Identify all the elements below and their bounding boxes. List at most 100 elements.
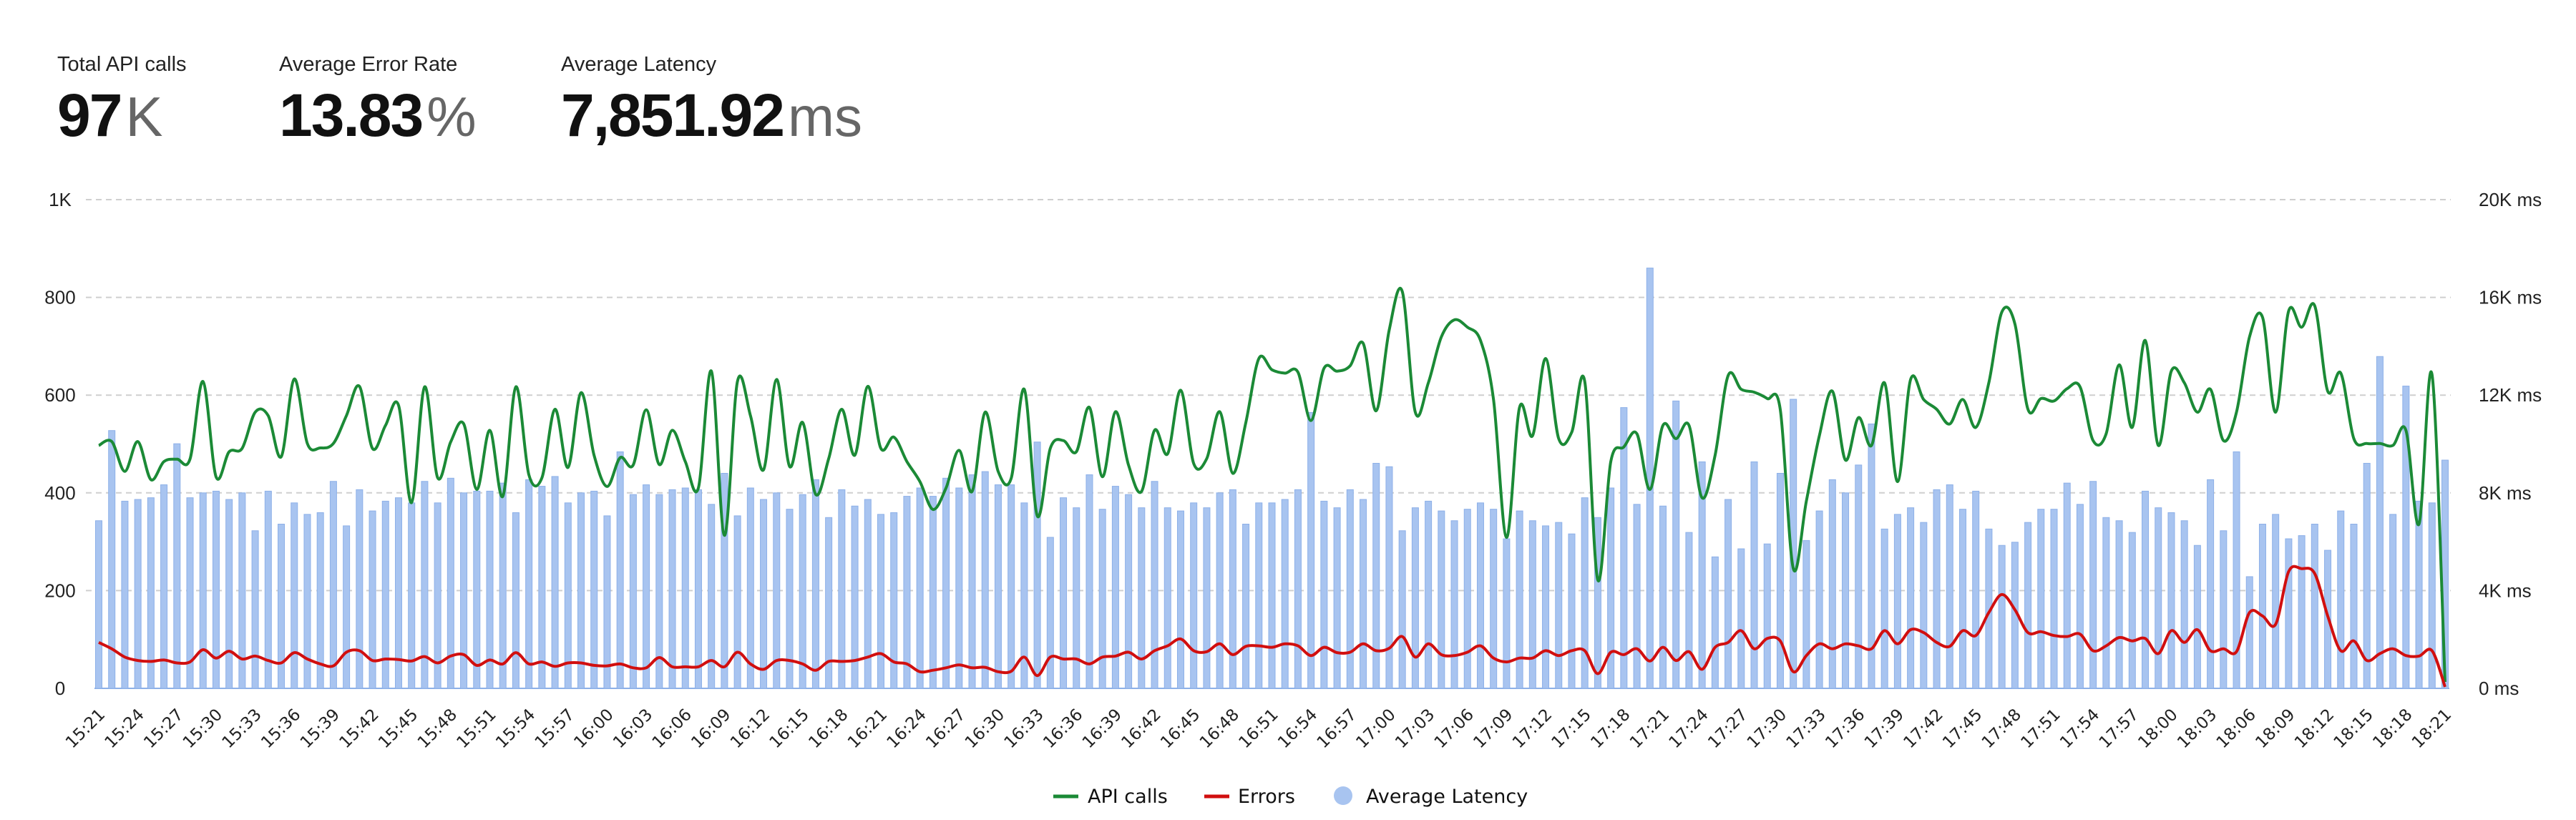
latency-bar[interactable] [1320, 500, 1328, 689]
latency-bar[interactable] [1268, 502, 1276, 689]
latency-bar[interactable] [1672, 400, 1680, 689]
legend-item-average-latency[interactable]: Average Latency [1334, 786, 1528, 808]
latency-bar[interactable] [1125, 494, 1133, 689]
latency-bar[interactable] [981, 471, 989, 689]
latency-bar[interactable] [864, 499, 872, 689]
latency-bar[interactable] [1008, 484, 1015, 689]
latency-bar[interactable] [838, 489, 846, 689]
latency-bar[interactable] [2285, 538, 2293, 689]
latency-bar[interactable] [1828, 479, 1836, 689]
latency-bar[interactable] [329, 481, 337, 689]
latency-bar[interactable] [1763, 543, 1771, 689]
latency-bar[interactable] [655, 494, 663, 689]
latency-bar[interactable] [2428, 502, 2436, 689]
latency-bar[interactable] [1620, 407, 1628, 689]
latency-bar[interactable] [1555, 522, 1563, 689]
latency-bar[interactable] [173, 443, 181, 689]
latency-bar[interactable] [147, 497, 155, 689]
latency-bar[interactable] [1411, 507, 1419, 689]
latency-bar[interactable] [1333, 507, 1341, 689]
latency-bar[interactable] [2089, 481, 2097, 689]
latency-bar[interactable] [2258, 524, 2266, 689]
latency-bar[interactable] [2142, 490, 2150, 689]
latency-bar[interactable] [760, 499, 768, 689]
latency-bar[interactable] [1307, 411, 1315, 689]
latency-bar[interactable] [2128, 532, 2136, 689]
latency-bar[interactable] [629, 494, 637, 689]
api-calls-line[interactable] [98, 287, 2446, 683]
latency-bar[interactable] [2115, 520, 2123, 689]
latency-bar[interactable] [499, 482, 507, 689]
latency-bar[interactable] [1490, 509, 1498, 689]
latency-bar[interactable] [343, 525, 351, 689]
latency-bar[interactable] [1073, 507, 1080, 689]
latency-bar[interactable] [512, 512, 519, 689]
latency-bar[interactable] [316, 512, 324, 689]
latency-bar[interactable] [1542, 525, 1550, 689]
latency-bar[interactable] [2298, 535, 2306, 689]
latency-bar[interactable] [1776, 472, 1784, 689]
latency-bar[interactable] [1020, 502, 1028, 689]
latency-bar[interactable] [564, 502, 572, 689]
latency-bar[interactable] [186, 497, 194, 689]
latency-bar[interactable] [1060, 497, 1068, 689]
latency-bar[interactable] [238, 492, 246, 689]
latency-bar[interactable] [1815, 510, 1823, 689]
latency-bar[interactable] [199, 492, 207, 689]
latency-bar[interactable] [1046, 537, 1054, 689]
latency-bar[interactable] [1229, 489, 1236, 689]
latency-bar[interactable] [1880, 528, 1888, 689]
legend-item-api-calls[interactable]: API calls [1053, 786, 1168, 808]
latency-bar[interactable] [447, 477, 454, 689]
latency-bar[interactable] [369, 510, 376, 689]
latency-bar[interactable] [538, 486, 546, 689]
latency-bar[interactable] [1242, 524, 1250, 689]
latency-bar[interactable] [1398, 530, 1406, 689]
latency-bar[interactable] [1568, 533, 1576, 689]
latency-bar[interactable] [851, 505, 859, 689]
latency-bar[interactable] [1802, 540, 1810, 689]
latency-bar[interactable] [2415, 500, 2423, 689]
latency-bar[interactable] [811, 479, 819, 689]
latency-bar[interactable] [2207, 479, 2215, 689]
latency-bar[interactable] [1972, 490, 1980, 689]
latency-bar[interactable] [2037, 509, 2045, 689]
latency-bar[interactable] [2193, 545, 2201, 689]
latency-bar[interactable] [1685, 532, 1693, 689]
latency-bar[interactable] [929, 496, 937, 689]
latency-bar[interactable] [108, 430, 116, 689]
latency-bar[interactable] [2024, 522, 2032, 689]
latency-bar[interactable] [773, 492, 781, 689]
latency-bar[interactable] [2220, 530, 2228, 689]
latency-bar[interactable] [291, 502, 298, 689]
latency-bar[interactable] [1594, 517, 1601, 689]
latency-bar[interactable] [394, 497, 402, 689]
latency-bar[interactable] [1463, 509, 1471, 689]
latency-bar[interactable] [1450, 520, 1458, 689]
latency-bar[interactable] [968, 474, 976, 689]
latency-bar[interactable] [1033, 441, 1041, 689]
latency-bar[interactable] [1476, 502, 1484, 689]
latency-bar[interactable] [1946, 484, 1953, 689]
latency-bar[interactable] [2376, 356, 2384, 689]
latency-bar[interactable] [303, 514, 311, 689]
latency-bar[interactable] [1907, 507, 1915, 689]
errors-line[interactable] [98, 565, 2446, 688]
latency-bar[interactable] [1855, 464, 1863, 689]
latency-bar[interactable] [1425, 500, 1433, 689]
latency-bar[interactable] [2180, 520, 2188, 689]
latency-bar[interactable] [1528, 520, 1536, 689]
latency-bar[interactable] [1372, 462, 1380, 689]
latency-bar[interactable] [1516, 510, 1523, 689]
latency-bar[interactable] [460, 492, 468, 689]
latency-bar[interactable] [2402, 386, 2410, 689]
latency-bar[interactable] [551, 476, 559, 689]
latency-bar[interactable] [916, 487, 924, 689]
latency-bar[interactable] [251, 530, 259, 689]
latency-bar[interactable] [2233, 451, 2240, 689]
latency-bar[interactable] [1737, 548, 1745, 689]
latency-bar[interactable] [681, 487, 689, 689]
latency-bar[interactable] [1255, 502, 1263, 689]
latency-bar[interactable] [2363, 462, 2371, 689]
latency-bar[interactable] [2076, 504, 2084, 689]
